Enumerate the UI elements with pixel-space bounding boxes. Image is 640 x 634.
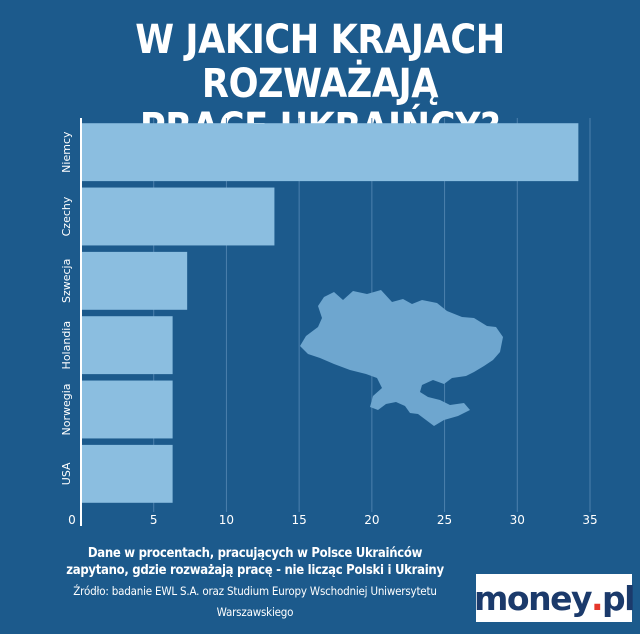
logo-tld: pl [602, 578, 635, 618]
source-note: Źródło: badanie EWL S.A. oraz Studium Eu… [73, 584, 437, 619]
x-tick-label-15: 15 [292, 513, 307, 527]
logo-word: money [474, 578, 592, 618]
x-tick-label-30: 30 [510, 513, 525, 527]
y-tick-labels: Niemcy Czechy Szwecja Holandia Norwegia USA [60, 131, 73, 485]
bar-usa [82, 444, 173, 503]
logo-dot: . [590, 578, 604, 618]
y-tick-label-holandia: Holandia [60, 321, 73, 370]
title-line-1: W JAKICH KRAJACH ROZWAŻAJĄ [135, 17, 505, 107]
bar-czechy [82, 187, 275, 246]
x-tick-label-25: 25 [437, 513, 452, 527]
x-tick-label-20: 20 [364, 513, 379, 527]
bar-niemcy [82, 123, 579, 182]
y-tick-label-usa: USA [60, 462, 73, 485]
x-tick-label-5: 5 [150, 513, 158, 527]
bars [82, 123, 579, 503]
footnote: Dane w procentach, pracujących w Polsce … [40, 545, 470, 623]
bar-norwegia [82, 380, 173, 439]
x-tick-label-35: 35 [582, 513, 597, 527]
y-tick-label-norwegia: Norwegia [60, 383, 73, 435]
y-tick-label-szwecja: Szwecja [60, 259, 73, 303]
money-pl-logo: money. pl [474, 574, 635, 622]
ukraine-map-silhouette [300, 290, 503, 426]
x-tick-labels: 0 5 10 15 20 25 30 35 [68, 513, 597, 527]
footnote-line-2: zapytano, gdzie rozważają pracę - nie li… [66, 563, 444, 578]
x-tick-label-0: 0 [68, 513, 76, 527]
y-tick-label-czechy: Czechy [60, 196, 73, 236]
bar-holandia [82, 316, 173, 375]
footnote-line-1: Dane w procentach, pracujących w Polsce … [87, 546, 423, 561]
footnote-description: Dane w procentach, pracujących w Polsce … [40, 545, 470, 579]
bar-szwecja [82, 251, 188, 310]
y-tick-label-niemcy: Niemcy [60, 131, 73, 173]
x-tick-label-10: 10 [219, 513, 234, 527]
